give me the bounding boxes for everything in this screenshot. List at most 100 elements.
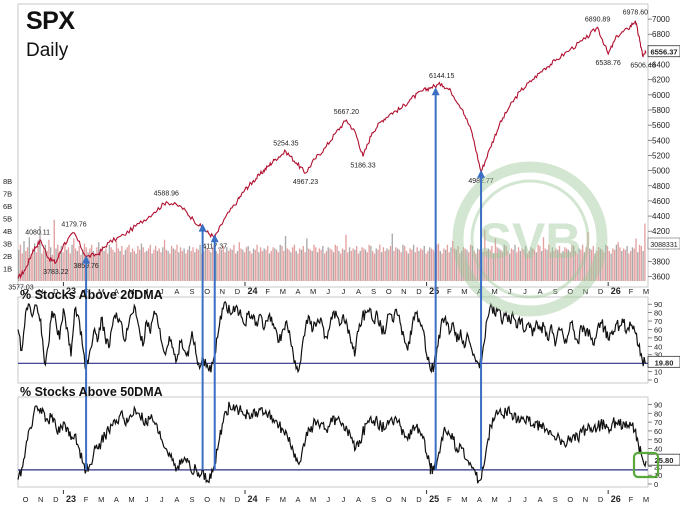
volume-bar [55,248,57,281]
volume-bar [340,253,342,281]
pct-50dma-tick-label: 0 [654,480,658,489]
volume-bar [395,247,397,281]
price-annotation: 6538.76 [596,60,621,67]
volume-bar [254,249,256,281]
x-axis-bottom-label: N [583,495,588,504]
x-axis-bottom-label: J [326,495,330,504]
x-axis-bottom-label: O [386,495,392,504]
volume-bar [311,251,313,281]
volume-bar [580,249,582,281]
x-axis-top-label: 26 [611,286,621,296]
volume-bar [274,248,276,281]
volume-bar [18,249,20,281]
volume-bar [441,253,443,281]
pct-50dma-tick-label: 50 [654,436,662,445]
price-tick-label: 6800 [652,30,670,39]
volume-bar [637,252,639,281]
volume-bar [252,248,255,281]
volume-bar [336,246,338,281]
volume-bar [122,254,125,281]
volume-bar [21,253,23,281]
volume-bar [316,252,319,281]
x-axis-top-label: D [53,287,59,296]
volume-bar [573,246,575,281]
volume-bar [414,252,417,281]
volume-bar [612,248,614,281]
volume-bar [571,244,573,281]
pct-20dma-tick-label: 60 [654,325,662,334]
volume-bar [96,247,98,281]
volume-last-value: 3088331 [650,242,677,249]
price-tick-label: 5600 [652,121,670,130]
volume-bar [384,251,386,281]
x-axis-bottom-label: F [447,495,452,504]
pct-50dma-tick-label: 40 [654,445,662,454]
volume-bar [124,249,127,281]
price-tick-label: 3600 [652,273,670,282]
volume-bar [452,241,454,281]
volume-bar [450,247,452,281]
volume-bar [332,252,335,281]
volume-bar [151,253,153,281]
volume-bar [348,247,351,281]
volume-bar [112,249,114,281]
volume-bar [128,244,130,281]
volume-bar [446,244,449,281]
x-axis-top-label: 23 [66,286,76,296]
price-annotation: 4080.11 [25,229,50,236]
x-axis-top-label: F [265,287,270,296]
volume-bar [37,246,39,281]
volume-bar [210,252,212,281]
volume-bar [71,244,73,281]
volume-bar [638,244,641,281]
volume-bar [388,249,390,281]
price-annotation: 4179.76 [61,222,86,229]
volume-bar [437,243,440,281]
volume-bar [220,249,223,281]
volume-bar [153,249,155,281]
x-axis-top-label: A [356,287,361,296]
price-annotation: 5254.35 [273,140,298,147]
volume-bar [188,246,191,281]
volume-bar [76,251,79,281]
volume-bar [238,242,240,281]
price-tick-label: 6000 [652,91,670,100]
volume-bar [596,251,598,281]
price-annotation: 3783.22 [43,269,68,276]
volume-bar [89,248,91,281]
price-tick-label: 5400 [652,136,670,145]
volume-bar [99,249,102,281]
volume-bar [178,252,180,281]
x-axis-top-label: O [567,287,573,296]
panel-frame-3 [17,396,649,488]
x-axis-top-label: M [310,287,316,296]
volume-bar [487,248,489,281]
volume-bar [327,247,329,281]
volume-bar [208,249,210,281]
volume-bar [341,248,344,281]
arrow-head [198,223,207,232]
volume-bar [131,248,134,281]
volume-bar [626,246,628,281]
volume-bar [583,252,586,281]
arrow-head [477,169,486,178]
volume-bar [302,246,304,281]
volume-bar [53,219,55,281]
volume-bar [251,253,253,281]
x-axis-bottom-label: M [280,495,286,504]
volume-bar [423,246,425,281]
volume-bar [624,249,626,281]
volume-bar [64,242,66,281]
pct-20dma-tick-label: 90 [654,300,662,309]
price-tick-label: 4400 [652,212,670,221]
volume-bar [320,249,322,281]
volume-bar [206,248,208,281]
x-axis-bottom-label: D [598,495,604,504]
volume-bar [62,252,64,281]
volume-bar [261,251,264,281]
volume-bar [484,229,486,281]
volume-bar [115,241,118,281]
volume-bar [347,252,349,281]
x-axis-bottom-label: J [508,495,512,504]
